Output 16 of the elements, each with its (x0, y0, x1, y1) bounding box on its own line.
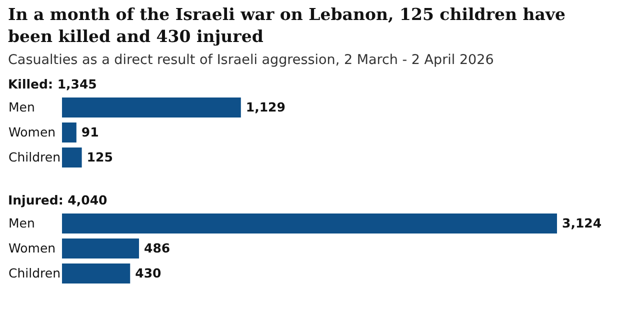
chart-title: Injured: 4,040 (8, 192, 108, 208)
data-label: 1,129 (246, 100, 286, 114)
y-tick-label: Women (8, 240, 56, 256)
chart-title: Killed: 1,345 (8, 76, 97, 92)
y-tick-label: Women (8, 124, 56, 140)
y-tick-label: Men (8, 216, 35, 230)
y-tick-label: Children (8, 266, 61, 280)
data-label: 486 (144, 240, 170, 256)
data-label: 3,124 (562, 216, 602, 230)
text: In a month of the Israeli war on Lebanon, 125 children have been killed and 430 injured (8, 4, 566, 48)
text: Casualties as a direct result of Israeli aggression, 2 March - 2 April 2026 (8, 52, 495, 68)
y-tick-label: Children (8, 150, 61, 164)
data-label: 91 (81, 124, 99, 140)
data-label: 430 (135, 266, 162, 280)
y-tick-label: Men (8, 100, 35, 114)
data-label: 125 (86, 150, 113, 164)
